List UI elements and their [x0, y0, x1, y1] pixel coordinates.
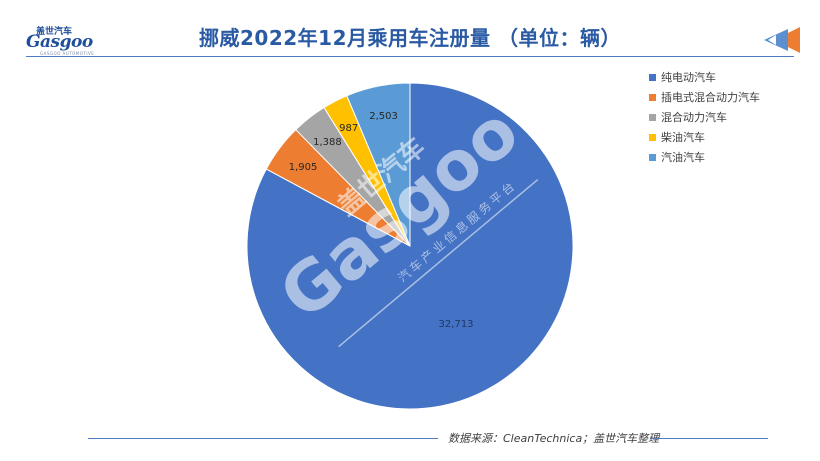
footer-divider-right: [650, 438, 768, 439]
legend-label: 插电式混合动力汽车: [661, 91, 760, 104]
legend-swatch: [649, 74, 656, 81]
logo-subtitle: GASGOO AUTOMOTIVE: [40, 51, 95, 56]
pie-slices: [246, 82, 574, 410]
legend-label: 混合动力汽车: [661, 111, 727, 124]
pie-data-label-3: 1,388: [313, 137, 342, 148]
data-source-note: 数据来源：CleanTechnica；盖世汽车整理: [448, 432, 660, 445]
pie-data-label-4: 987: [339, 123, 358, 134]
header-divider: [26, 56, 794, 57]
logo-english-text: Gasgoo: [26, 32, 93, 52]
pie-data-label-2: 1,905: [289, 162, 318, 173]
legend-swatch: [649, 114, 656, 121]
legend-label: 柴油汽车: [661, 131, 705, 144]
page-title: 挪威2022年12月乘用车注册量 （单位：辆）: [199, 26, 621, 50]
legend-swatch: [649, 134, 656, 141]
gasgoo-logo: 盖世汽车 Gasgoo GASGOO AUTOMOTIVE: [26, 24, 98, 56]
legend-swatch: [649, 154, 656, 161]
legend-label: 纯电动汽车: [661, 71, 716, 84]
legend-label: 汽油汽车: [661, 151, 705, 164]
legend-swatch: [649, 94, 656, 101]
pie-data-label-1: 32,713: [439, 319, 474, 330]
footer-divider-left: [88, 438, 438, 439]
corner-arrow-icon: [764, 27, 800, 53]
pie-data-label-5: 2,503: [369, 111, 398, 122]
logo-chinese-text: 盖世汽车: [36, 27, 73, 37]
